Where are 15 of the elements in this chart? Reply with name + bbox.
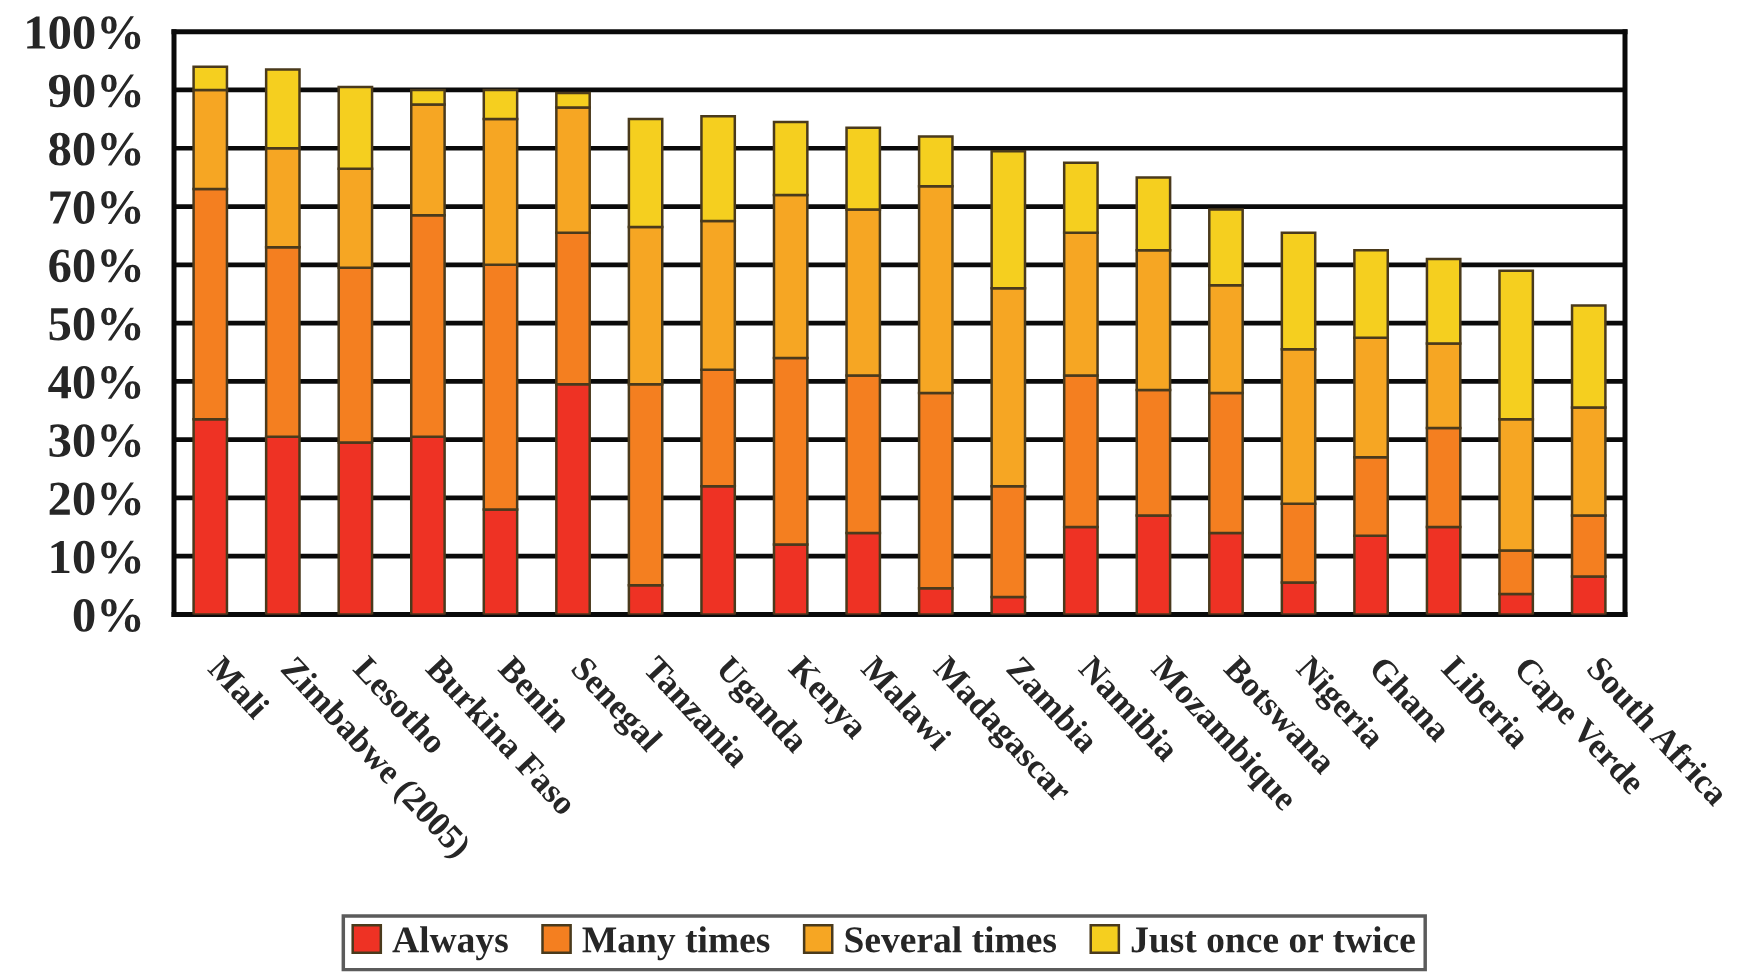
legend-label: Several times — [845, 926, 1057, 953]
y-tick-label: 50% — [49, 307, 141, 341]
legend-label: Many times — [582, 926, 770, 961]
y-tick-label: 100% — [27, 16, 141, 50]
y-tick-label: 90% — [48, 74, 141, 108]
y-tick-label: 80% — [49, 132, 141, 166]
y-tick-label: 0% — [73, 599, 141, 632]
y-tick-label: 40% — [48, 365, 141, 399]
legend-label: Always — [392, 926, 508, 961]
y-tick-label: 30% — [49, 424, 141, 458]
y-tick-label: 70% — [50, 191, 141, 225]
y-tick-label: 20% — [49, 482, 141, 516]
legend-label: Just once or twice — [1131, 926, 1415, 953]
y-tick-label: 60% — [49, 249, 141, 283]
y-tick-label: 10% — [51, 540, 141, 574]
